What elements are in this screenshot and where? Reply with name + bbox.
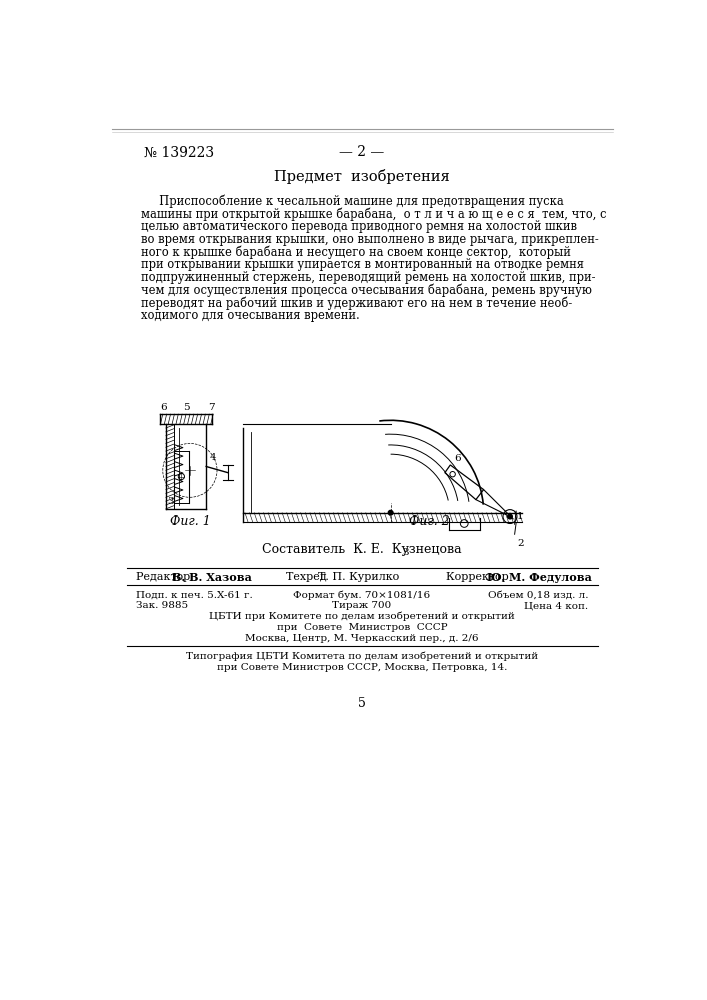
Text: Редактор: Редактор (136, 572, 194, 582)
Text: Тираж 700: Тираж 700 (332, 601, 392, 610)
Text: 4: 4 (210, 453, 216, 462)
Text: переводят на рабочий шкив и удерживают его на нем в течение необ-: переводят на рабочий шкив и удерживают е… (141, 296, 573, 310)
Text: 6: 6 (160, 403, 167, 412)
Text: Подп. к печ. 5.X-61 г.: Подп. к печ. 5.X-61 г. (136, 591, 253, 600)
Text: Фиг. 2: Фиг. 2 (409, 515, 450, 528)
Text: ходимого для очесывания времени.: ходимого для очесывания времени. (141, 309, 360, 322)
Text: Приспособление к чесальной машине для предотвращения пуска: Приспособление к чесальной машине для пр… (141, 195, 563, 208)
Text: чем для осуществления процесса очесывания барабана, ремень вручную: чем для осуществления процесса очесывани… (141, 284, 592, 297)
Text: ЦБТИ при Комитете по делам изобретений и открытий: ЦБТИ при Комитете по делам изобретений и… (209, 612, 515, 621)
Text: во время открывания крышки, оно выполнено в виде рычага, прикреплен-: во время открывания крышки, оно выполнен… (141, 233, 599, 246)
Text: подпружиненный стержень, переводящий ремень на холостой шкив, при-: подпружиненный стержень, переводящий рем… (141, 271, 595, 284)
Text: машины при открытой крышке барабана,  о т л и ч а ю щ е е с я  тем, что, с: машины при открытой крышке барабана, о т… (141, 207, 607, 221)
Text: при  Совете  Министров  СССР: при Совете Министров СССР (276, 623, 448, 632)
Circle shape (508, 514, 513, 519)
Text: ного к крышке барабана и несущего на своем конце сектор,  который: ного к крышке барабана и несущего на сво… (141, 246, 571, 259)
Text: № 139223: № 139223 (144, 145, 214, 159)
Circle shape (388, 510, 393, 515)
Text: 3: 3 (168, 497, 174, 506)
Text: 7: 7 (208, 403, 214, 412)
Text: 1: 1 (517, 512, 524, 521)
Text: целью автоматического перевода приводного ремня на холостой шкив: целью автоматического перевода приводног… (141, 220, 577, 233)
Text: 6: 6 (454, 454, 461, 463)
Text: Составитель  К. Е.  Кузнецова: Составитель К. Е. Кузнецова (262, 543, 462, 556)
Text: Предмет  изобретения: Предмет изобретения (274, 169, 450, 184)
Text: Ю. М. Федулова: Ю. М. Федулова (486, 572, 592, 583)
Text: Объем 0,18 изд. л.: Объем 0,18 изд. л. (488, 591, 588, 600)
Text: при Совете Министров СССР, Москва, Петровка, 14.: при Совете Министров СССР, Москва, Петро… (217, 663, 507, 672)
Text: 3: 3 (402, 548, 409, 557)
Text: 2: 2 (517, 539, 524, 548)
Text: Зак. 9885: Зак. 9885 (136, 601, 189, 610)
Text: 5: 5 (183, 403, 189, 412)
Text: Техред: Техред (286, 572, 330, 582)
Text: Цена 4 коп.: Цена 4 коп. (524, 601, 588, 610)
Text: В. В. Хазова: В. В. Хазова (172, 572, 252, 583)
Text: при открывании крышки упирается в монтированный на отводке ремня: при открывании крышки упирается в монтир… (141, 258, 584, 271)
Text: Москва, Центр, М. Черкасский пер., д. 2/6: Москва, Центр, М. Черкасский пер., д. 2/… (245, 634, 479, 643)
Text: Формат бум. 70×1081/16: Формат бум. 70×1081/16 (293, 590, 431, 600)
Text: 5: 5 (358, 697, 366, 710)
Text: Т. П. Курилко: Т. П. Курилко (317, 572, 399, 582)
Text: Корректор: Корректор (446, 572, 513, 582)
Text: Фиг. 1: Фиг. 1 (170, 515, 210, 528)
Text: — 2 —: — 2 — (339, 145, 385, 159)
Text: Типография ЦБТИ Комитета по делам изобретений и открытий: Типография ЦБТИ Комитета по делам изобре… (186, 652, 538, 661)
